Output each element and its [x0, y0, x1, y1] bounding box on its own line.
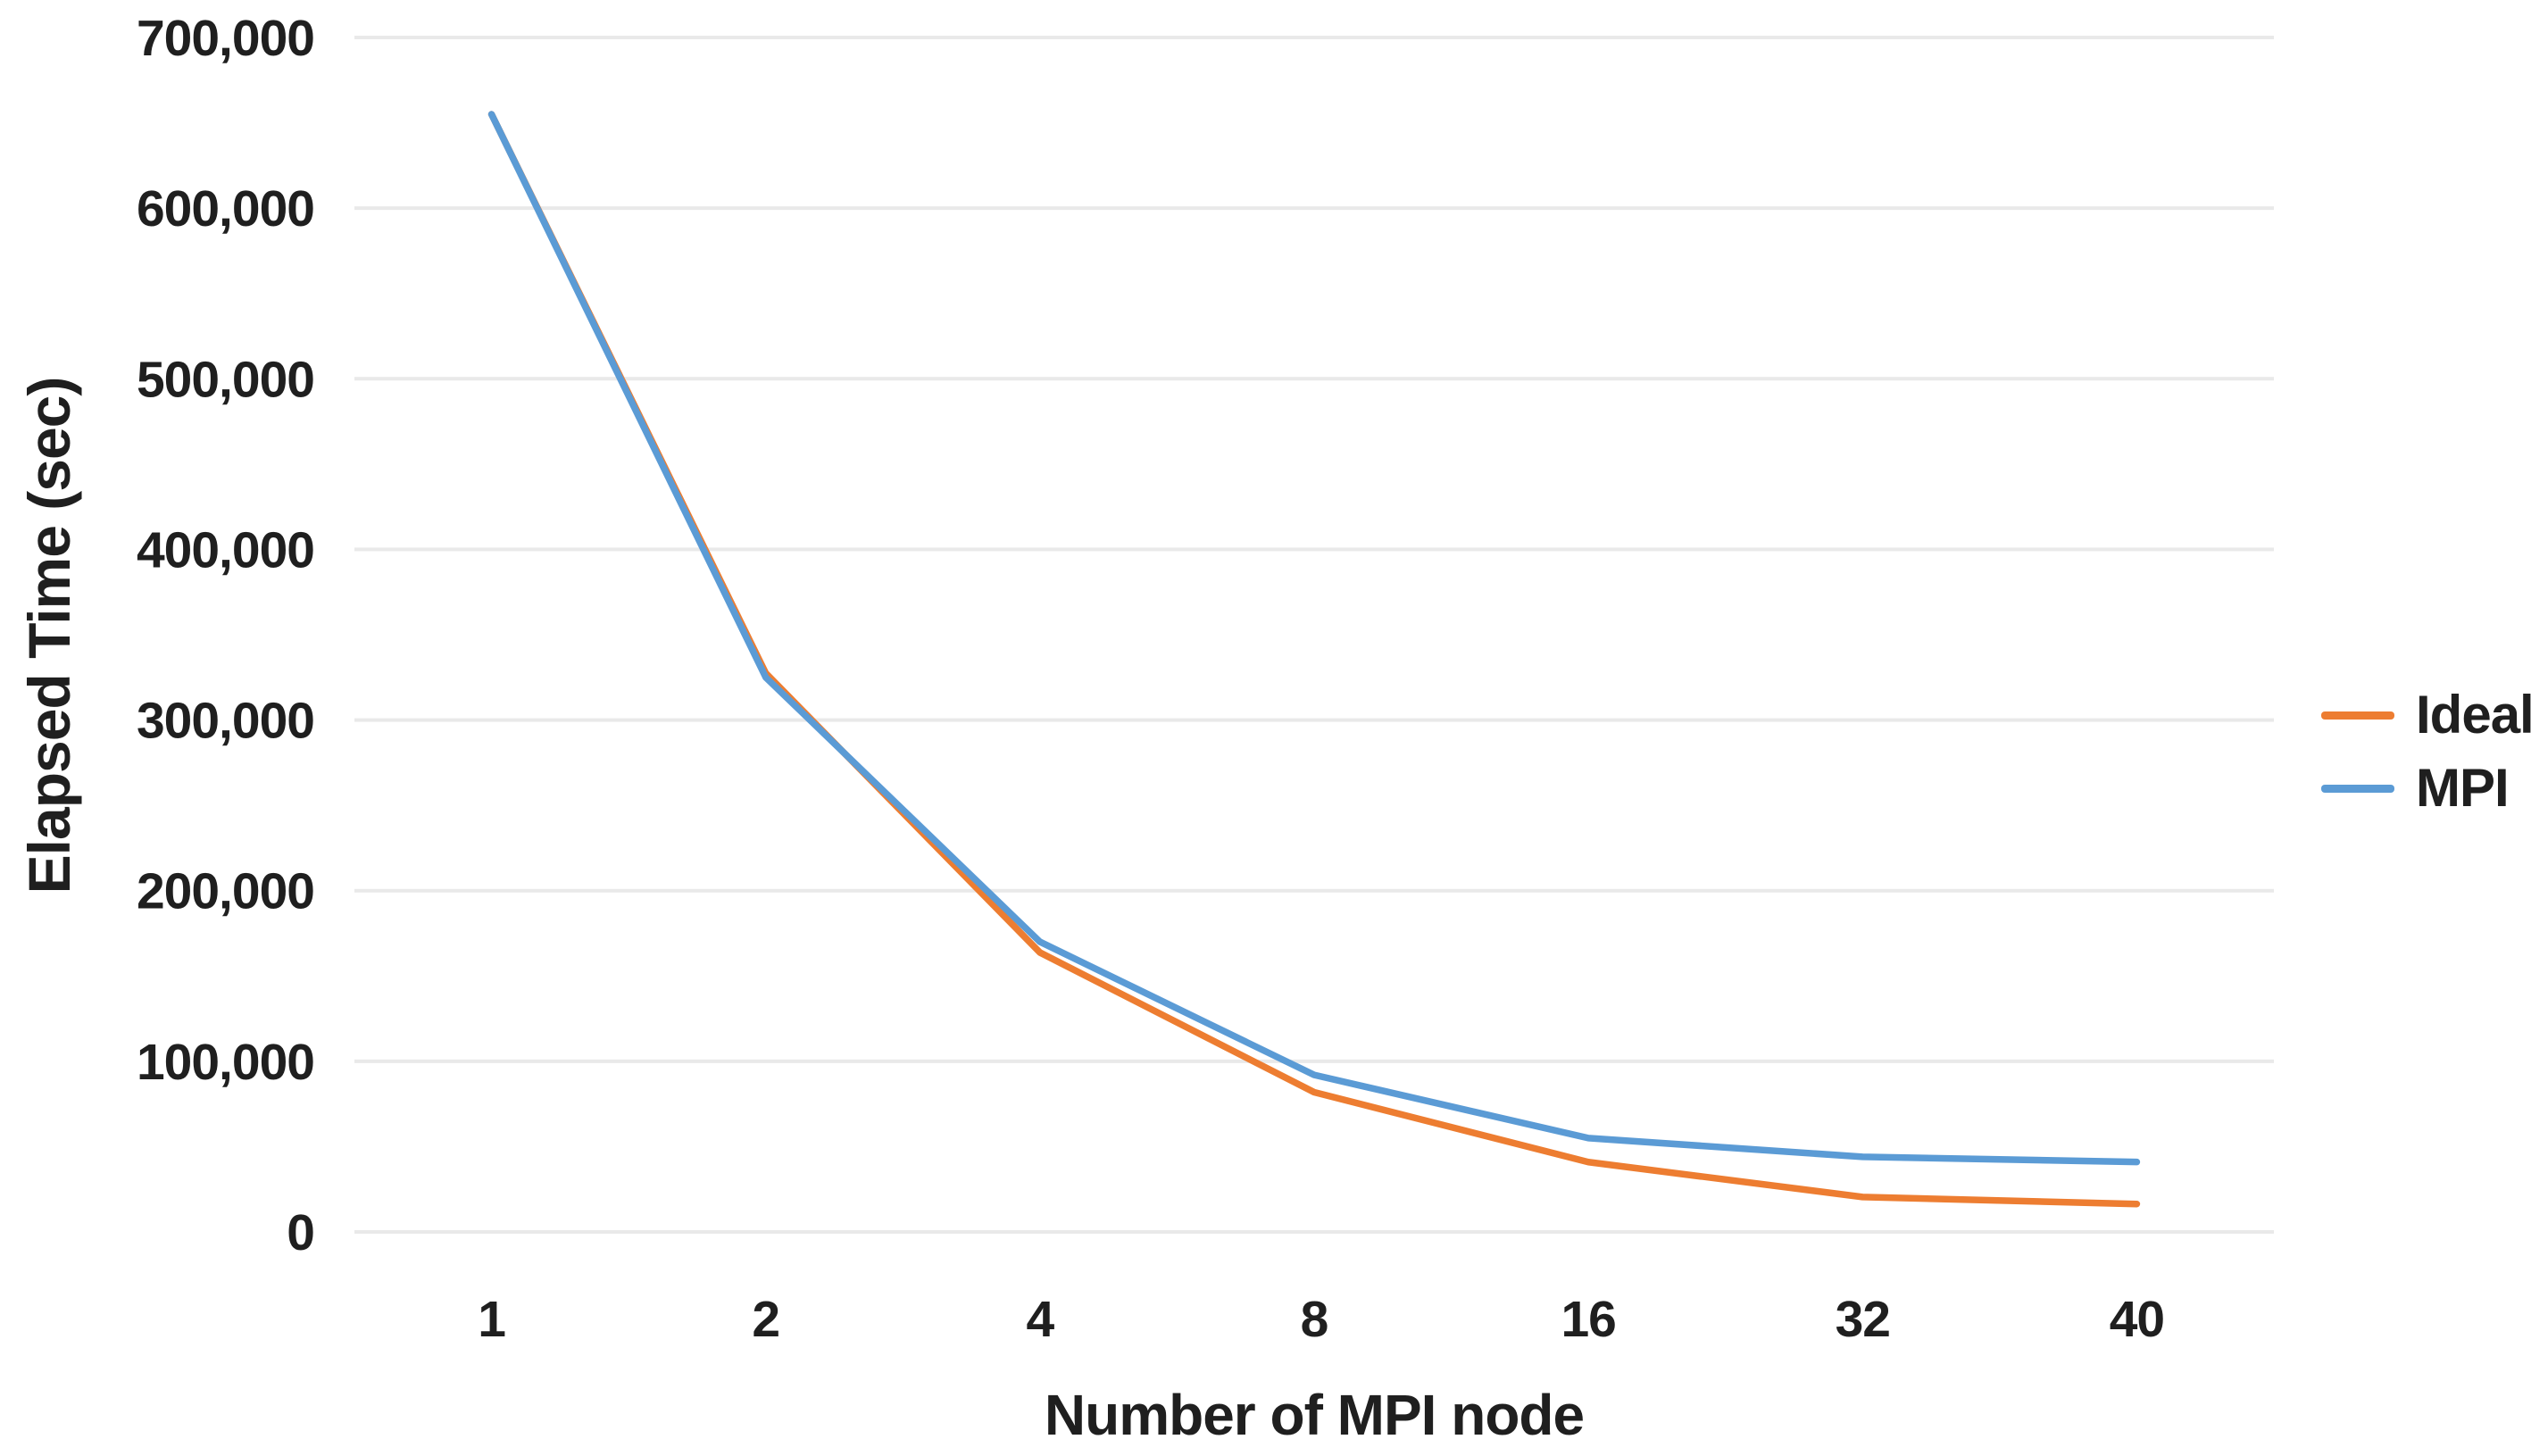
x-tick-label: 40 [2110, 1291, 2164, 1348]
legend-item-mpi: MPI [2321, 761, 2531, 816]
x-tick-label: 8 [1301, 1291, 1328, 1348]
y-tick-label: 200,000 [137, 863, 314, 920]
x-tick-label: 32 [1836, 1291, 1890, 1348]
x-tick-label: 1 [478, 1291, 505, 1348]
legend-label-ideal: Ideal [2416, 685, 2531, 745]
x-tick-label: 2 [752, 1291, 779, 1348]
x-axis-title: Number of MPI node [1044, 1383, 1585, 1447]
y-axis-title: Elapsed Time (sec) [16, 377, 82, 894]
legend-item-ideal: Ideal [2321, 687, 2531, 743]
series-line-ideal [487, 111, 2141, 1208]
y-tick-label: 300,000 [137, 693, 314, 750]
legend-swatch-ideal-line [2321, 711, 2394, 720]
legend-swatch-mpi-line [2321, 784, 2394, 793]
y-tick-label: 400,000 [137, 521, 314, 578]
y-tick-label: 600,000 [137, 180, 314, 237]
y-tick-label: 500,000 [137, 351, 314, 408]
y-tick-label: 700,000 [137, 10, 314, 67]
legend-label-mpi: MPI [2416, 758, 2510, 818]
series-line-mpi [487, 111, 2141, 1166]
x-tick-label: 16 [1561, 1291, 1615, 1348]
x-tick-label: 4 [1027, 1291, 1055, 1348]
legend: Ideal MPI [2321, 687, 2531, 816]
y-tick-label: 100,000 [137, 1034, 314, 1091]
y-tick-label: 0 [287, 1204, 314, 1261]
